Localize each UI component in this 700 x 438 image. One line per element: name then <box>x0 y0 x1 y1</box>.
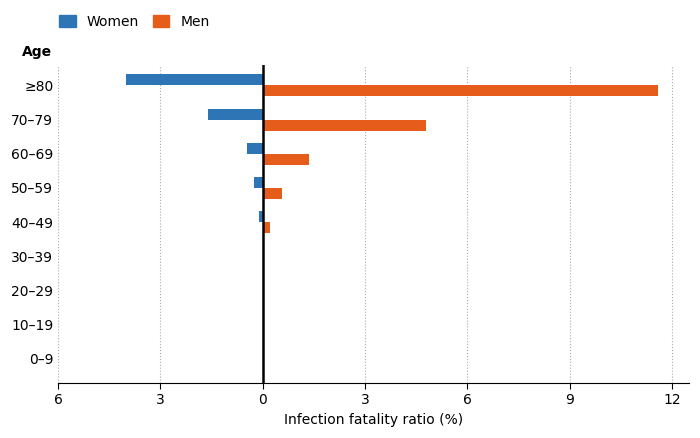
Bar <box>262 120 426 131</box>
Legend: Women, Men: Women, Men <box>59 14 210 28</box>
X-axis label: Infection fatality ratio (%): Infection fatality ratio (%) <box>284 413 463 427</box>
Bar <box>127 74 262 85</box>
Bar <box>260 211 262 222</box>
Bar <box>262 85 658 96</box>
Bar <box>262 222 270 233</box>
Bar <box>262 154 309 165</box>
Bar <box>247 143 262 154</box>
Text: Age: Age <box>22 45 52 59</box>
Bar <box>254 177 262 188</box>
Bar <box>208 109 262 120</box>
Bar <box>262 188 281 199</box>
